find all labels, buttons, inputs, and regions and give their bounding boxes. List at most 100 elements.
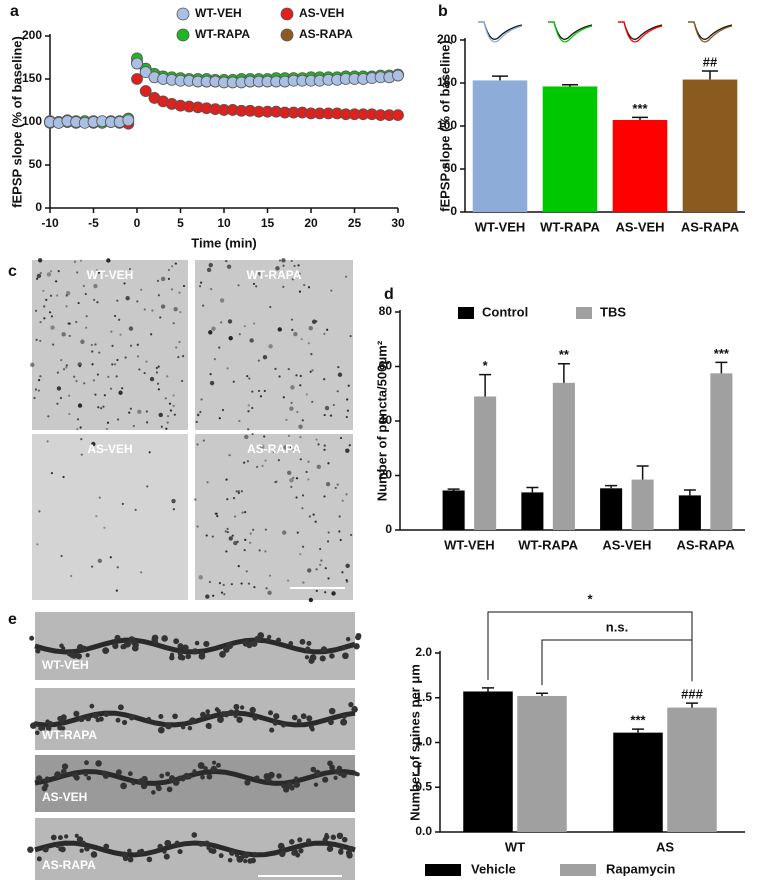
spine <box>182 644 189 652</box>
significance: * <box>483 358 489 373</box>
spine <box>319 655 326 662</box>
spine <box>191 648 199 655</box>
puncta <box>305 470 308 474</box>
spine <box>309 654 317 662</box>
puncta <box>143 371 146 375</box>
puncta <box>295 477 299 480</box>
spine <box>243 858 248 864</box>
puncta <box>97 271 101 274</box>
spine <box>210 765 218 773</box>
puncta <box>200 398 203 401</box>
spine <box>236 716 243 723</box>
puncta <box>218 417 221 420</box>
spine <box>291 850 297 856</box>
puncta <box>73 260 77 263</box>
spine <box>200 774 205 780</box>
puncta <box>216 515 219 518</box>
puncta <box>62 368 66 371</box>
spine <box>297 837 303 843</box>
puncta <box>221 408 225 412</box>
puncta <box>296 410 299 414</box>
puncta <box>197 413 200 416</box>
puncta <box>165 427 168 430</box>
spine <box>169 652 175 657</box>
spine <box>103 843 110 850</box>
x-tick-label: WT-RAPA <box>540 219 600 234</box>
puncta <box>291 278 294 281</box>
spine <box>59 846 66 853</box>
puncta <box>136 343 139 346</box>
spine <box>103 711 110 717</box>
puncta <box>219 298 225 303</box>
puncta <box>107 375 110 378</box>
puncta <box>172 322 175 325</box>
puncta <box>290 385 295 390</box>
spine <box>205 713 211 719</box>
spine <box>146 716 151 722</box>
spine <box>127 856 134 863</box>
puncta <box>348 444 351 447</box>
bar <box>710 373 733 530</box>
puncta <box>291 328 294 332</box>
data-point <box>139 85 152 97</box>
puncta <box>57 270 60 273</box>
spine <box>305 646 311 652</box>
spine <box>131 644 139 652</box>
puncta <box>157 294 160 297</box>
puncta <box>315 320 318 323</box>
x-tick-label: AS-RAPA <box>676 537 735 552</box>
puncta <box>247 582 251 585</box>
spine <box>203 640 210 648</box>
puncta <box>332 403 335 407</box>
spine <box>279 850 286 858</box>
spine <box>86 775 92 781</box>
spine <box>173 638 180 645</box>
comparison-label: n.s. <box>606 619 628 634</box>
image-label: WT-VEH <box>42 658 89 672</box>
error-bar <box>702 70 718 80</box>
puncta <box>37 258 43 263</box>
spine <box>329 653 335 659</box>
puncta <box>290 259 293 263</box>
spine <box>117 704 124 711</box>
puncta <box>128 267 132 271</box>
puncta <box>301 419 304 422</box>
puncta <box>290 401 293 404</box>
puncta <box>327 577 330 580</box>
puncta <box>213 358 216 361</box>
spine <box>127 848 132 854</box>
spine <box>29 635 35 641</box>
puncta <box>257 389 261 393</box>
spine <box>341 646 346 651</box>
puncta <box>125 296 130 301</box>
puncta <box>33 396 36 400</box>
puncta <box>263 435 266 438</box>
puncta <box>82 284 85 288</box>
puncta <box>79 259 83 262</box>
puncta <box>287 470 292 476</box>
puncta <box>50 472 54 475</box>
puncta <box>253 322 256 325</box>
puncta <box>238 419 241 423</box>
puncta <box>105 427 109 431</box>
y-tick-label: 20 <box>379 468 393 482</box>
spine <box>204 840 210 847</box>
puncta <box>251 390 254 393</box>
spine <box>336 765 343 772</box>
spine <box>342 652 349 660</box>
puncta <box>92 379 95 382</box>
dendrite <box>34 840 356 858</box>
spine <box>226 642 234 650</box>
puncta <box>253 585 256 589</box>
puncta <box>237 284 240 287</box>
puncta <box>220 591 224 594</box>
x-tick-label: -5 <box>88 216 99 230</box>
puncta <box>231 534 234 537</box>
puncta <box>281 258 286 263</box>
puncta <box>311 319 317 324</box>
spine <box>180 724 186 730</box>
puncta <box>160 425 163 428</box>
spine <box>327 760 333 767</box>
puncta <box>60 359 63 362</box>
puncta <box>166 375 169 378</box>
